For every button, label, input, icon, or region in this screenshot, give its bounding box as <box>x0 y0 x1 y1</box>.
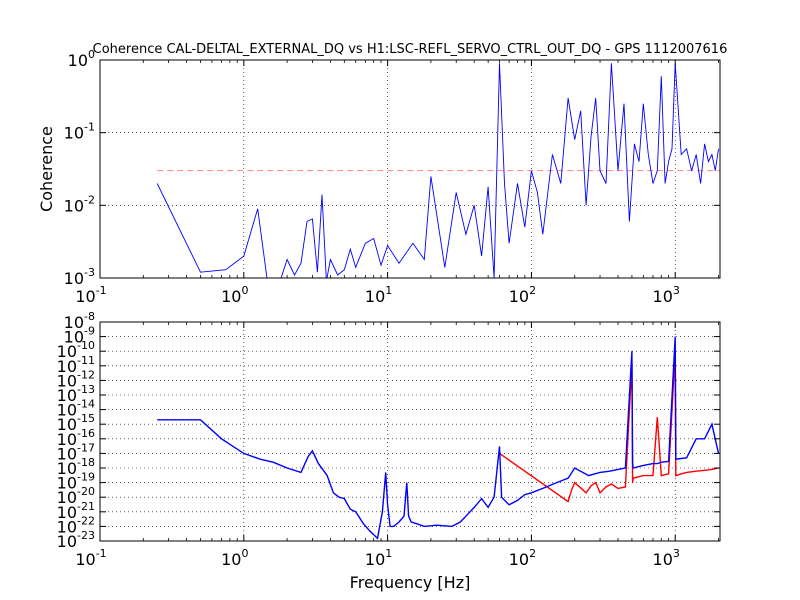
y-axis-label: Coherence <box>37 126 56 212</box>
x-tick-label: 103 <box>653 284 680 306</box>
plot-frame <box>99 321 721 542</box>
grid-layer <box>100 60 720 278</box>
y-tick-label: 10-11 <box>57 354 95 376</box>
chart-title: Coherence CAL-DELTAL_EXTERNAL_DQ vs H1:L… <box>93 42 728 57</box>
coherence-panel: Coherence CAL-DELTAL_EXTERNAL_DQ vs H1:L… <box>37 42 727 306</box>
y-tick-label: 10-22 <box>57 514 95 536</box>
y-tick-label: 10-21 <box>57 500 95 522</box>
y-tick-label: 10-14 <box>57 398 95 420</box>
y-tick-label: 10-12 <box>57 368 95 390</box>
x-tick-label: 10-1 <box>75 547 106 569</box>
x-tick-label: 103 <box>653 547 680 569</box>
series-layer <box>156 63 720 278</box>
y-tick-label: 10-19 <box>57 471 95 493</box>
x-axis-label: Frequency [Hz] <box>350 573 471 592</box>
y-tick-label: 10-18 <box>57 456 95 478</box>
series-line-0 <box>499 351 719 503</box>
y-tick-label: 10-9 <box>64 325 95 347</box>
x-tick-label: 10-1 <box>75 284 106 306</box>
series-line-1 <box>157 336 720 540</box>
x-tick-label: 102 <box>509 284 536 306</box>
tick-layer: 10-1 100 101 102 10310-2310-2210-2110-2010-1… <box>57 310 720 569</box>
x-tick-label: 101 <box>365 547 392 569</box>
y-tick-label: 10-3 <box>64 266 95 288</box>
y-tick-label: 10-10 <box>57 339 95 361</box>
x-tick-label: 100 <box>221 284 248 306</box>
y-tick-label: 10-16 <box>57 427 95 449</box>
y-tick-label: 10-2 <box>64 193 95 215</box>
x-tick-label: 101 <box>365 284 392 306</box>
x-tick-label: 102 <box>509 547 536 569</box>
series-line-0 <box>156 63 719 278</box>
plot-frame <box>99 59 721 279</box>
x-tick-label: 100 <box>221 547 248 569</box>
y-tick-label: 10-8 <box>64 310 95 332</box>
y-tick-label: 10-20 <box>57 485 95 507</box>
y-tick-label: 10-13 <box>57 383 95 405</box>
y-tick-label: 10-1 <box>64 121 95 143</box>
y-tick-label: 10-15 <box>57 412 95 434</box>
y-tick-label: 100 <box>68 48 95 70</box>
y-tick-label: 10-23 <box>57 529 95 551</box>
spectrum-panel: Frequency [Hz] 10-1 100 101 102 10310-2310-2… <box>57 310 721 592</box>
grid-layer <box>100 322 720 541</box>
series-layer <box>157 336 720 540</box>
y-tick-label: 10-17 <box>57 441 95 463</box>
tick-layer: 10-1 100 101 102 103 10-3 10-2 10-1 100 <box>64 48 720 306</box>
